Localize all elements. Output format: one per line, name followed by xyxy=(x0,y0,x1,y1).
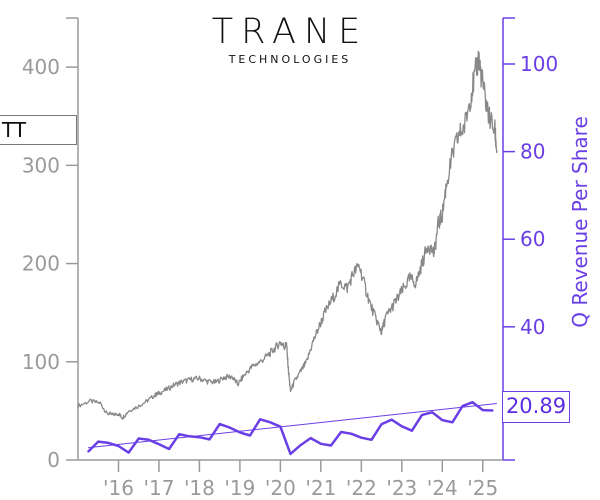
revenue-point xyxy=(269,421,272,424)
left-tick-label: 100 xyxy=(22,350,60,374)
revenue-point xyxy=(421,414,423,416)
right-tick-label: 60 xyxy=(520,227,545,251)
revenue-point xyxy=(158,443,160,446)
revenue-point xyxy=(401,425,403,428)
x-tick-label: '23 xyxy=(386,476,417,500)
revenue-point xyxy=(289,453,292,455)
revenue-point xyxy=(127,451,130,454)
last-value-label: 20.89 xyxy=(502,391,570,423)
x-tick-label: '24 xyxy=(427,476,458,500)
ticker-label: TT xyxy=(0,115,77,145)
x-tick-label: '18 xyxy=(184,476,215,500)
revenue-point xyxy=(411,429,413,432)
revenue-point xyxy=(330,444,332,447)
left-tick-label: 0 xyxy=(47,448,60,472)
revenue-point xyxy=(492,409,494,412)
left-tick-label: 300 xyxy=(22,153,60,177)
revenue-point xyxy=(370,439,373,441)
revenue-point xyxy=(229,426,231,429)
x-tick-label: '16 xyxy=(103,476,134,500)
right-tick-label: 40 xyxy=(520,315,545,339)
price-line xyxy=(77,50,498,420)
left-tick-label: 400 xyxy=(22,55,60,79)
revenue-point xyxy=(87,450,89,453)
revenue-point xyxy=(117,445,120,447)
x-tick-label: '20 xyxy=(265,476,296,500)
x-tick-label: '19 xyxy=(224,476,255,500)
revenue-point xyxy=(380,423,383,425)
revenue-point xyxy=(451,421,454,424)
revenue-point xyxy=(239,431,241,434)
revenue-point xyxy=(107,442,110,444)
revenue-point xyxy=(441,419,444,421)
revenue-point xyxy=(259,418,261,421)
revenue-point xyxy=(350,432,353,435)
revenue-point xyxy=(471,401,474,404)
right-axis-title: Q Revenue Per Share xyxy=(568,116,592,328)
x-tick-label: '25 xyxy=(467,476,498,500)
x-tick-label: '17 xyxy=(143,476,174,500)
revenue-point xyxy=(360,436,363,439)
revenue-point xyxy=(208,438,211,441)
company-logo-subtitle: TECHNOLOGIES xyxy=(228,53,352,66)
revenue-point xyxy=(168,448,170,450)
revenue-point xyxy=(97,440,99,443)
revenue-point xyxy=(137,437,140,440)
series-group xyxy=(77,50,498,456)
revenue-point xyxy=(148,439,150,441)
left-tick-label: 200 xyxy=(22,252,60,276)
revenue-point xyxy=(340,431,342,433)
revenue-point xyxy=(249,434,251,437)
right-axis: 40 60 80 100 xyxy=(502,17,558,461)
revenue-point xyxy=(461,405,464,407)
revenue-point xyxy=(178,433,180,436)
revenue-point xyxy=(482,409,484,411)
company-logo-wordmark: TRANE xyxy=(211,12,369,52)
revenue-point xyxy=(320,443,322,445)
revenue-point xyxy=(218,423,221,425)
revenue-point xyxy=(309,437,312,439)
x-tick-label: '22 xyxy=(346,476,377,500)
revenue-point xyxy=(390,418,393,421)
x-axis: '16 '17 '18 '19 '20 '21 '22 '23 '24 '25 xyxy=(78,459,503,500)
revenue-point xyxy=(299,444,302,446)
left-axis: 0 100 200 300 400 xyxy=(22,17,79,472)
right-tick-label: 100 xyxy=(520,52,558,76)
revenue-point xyxy=(431,411,434,414)
x-tick-label: '21 xyxy=(305,476,336,500)
right-tick-label: 80 xyxy=(520,140,545,164)
revenue-per-share-line xyxy=(87,400,493,456)
revenue-trendline xyxy=(88,403,497,449)
revenue-point xyxy=(198,436,201,439)
